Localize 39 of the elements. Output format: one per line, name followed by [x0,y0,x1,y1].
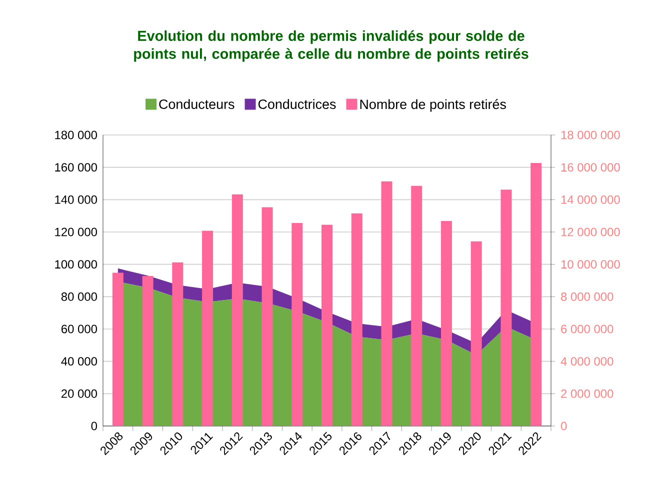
bar [292,222,303,426]
y-tick-label: 140 000 [55,195,97,204]
bar [530,162,542,426]
bar [381,181,392,426]
bar [232,194,243,426]
bar [351,213,362,426]
bar [172,262,184,426]
bar [202,230,214,426]
y-tick-label: 160 000 [55,163,97,172]
y2-tick-label: 8 000 000 [561,292,614,301]
y2-tick-label: 10 000 000 [561,260,620,269]
y-tick-label: 20 000 [62,389,97,398]
bar [322,224,333,426]
bar [500,190,512,426]
y-tick-label: 120 000 [55,228,97,236]
bar [470,241,482,426]
legend-label: Conductrices [258,99,336,109]
y-tick-label: 80 000 [61,292,97,301]
y2-tick-label: 6 000 000 [561,324,614,334]
bar [411,186,422,426]
y-tick-label: 60 000 [62,324,97,334]
y-tick-label: 0 [91,422,98,430]
y2-tick-label: 18 000 000 [561,130,620,140]
legend-label: Nombre de points retirés [360,99,506,112]
bar [440,221,452,426]
y2-tick-label: 16 000 000 [561,163,620,172]
chart-title: Evolution du nombre de permis invalidés pour solde de points nul, comparée à celle du nombre de points retirés [134,30,528,62]
y2-tick-label: 0 [560,422,567,430]
y2-tick-label: 4 000 000 [560,357,614,366]
y-tick-label: 180 000 [55,130,97,140]
bar [262,207,273,426]
y2-tick-label: 2 000 000 [561,389,614,398]
legend-label: Conducteurs [159,99,234,109]
bar [112,272,124,426]
y-tick-label: 40 000 [61,357,97,366]
y2-tick-label: 12 000 000 [561,228,620,236]
y2-tick-label: 14 000 000 [561,195,620,204]
bar [142,276,154,426]
y-tick-label: 100 000 [55,260,97,269]
